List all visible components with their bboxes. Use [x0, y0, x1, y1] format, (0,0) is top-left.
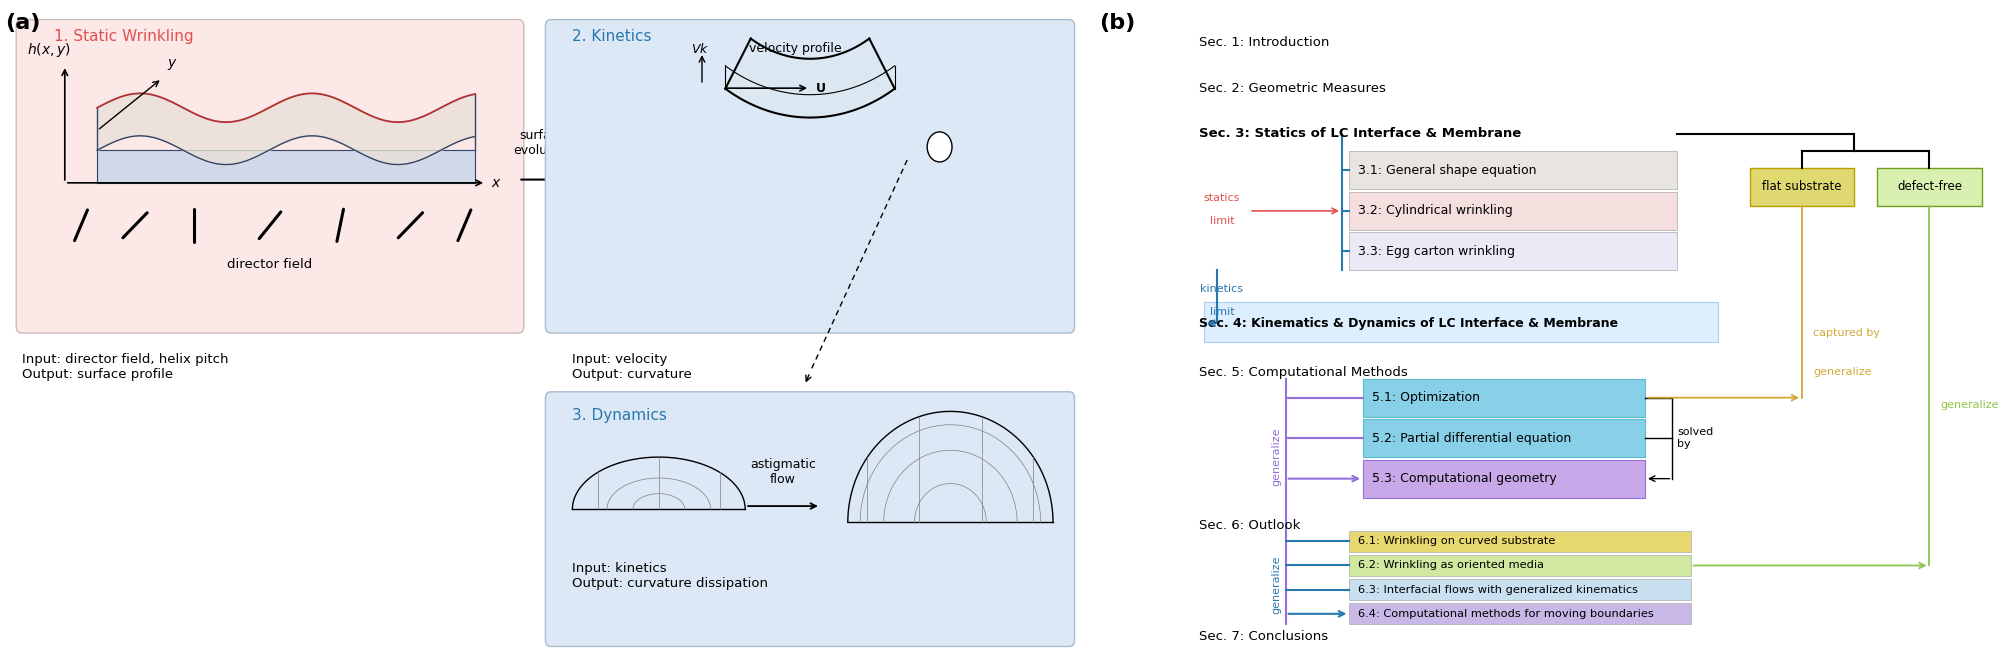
Circle shape: [928, 132, 952, 162]
Text: Input: kinetics
Output: curvature dissipation: Input: kinetics Output: curvature dissip…: [572, 562, 768, 590]
Text: generalize: generalize: [1812, 367, 1872, 377]
FancyBboxPatch shape: [1350, 579, 1690, 600]
Text: $y$: $y$: [168, 57, 178, 72]
FancyBboxPatch shape: [1364, 460, 1646, 498]
FancyBboxPatch shape: [1350, 151, 1676, 189]
Text: $V$k: $V$k: [692, 42, 710, 56]
FancyBboxPatch shape: [1364, 379, 1646, 417]
FancyBboxPatch shape: [546, 392, 1074, 646]
Text: Sec. 4: Kinematics & Dynamics of LC Interface & Membrane: Sec. 4: Kinematics & Dynamics of LC Inte…: [1200, 317, 1618, 330]
Text: Sec. 1: Introduction: Sec. 1: Introduction: [1200, 36, 1330, 49]
Text: (a): (a): [6, 13, 40, 33]
Text: 2. Kinetics: 2. Kinetics: [572, 29, 652, 44]
Text: limit: limit: [1210, 215, 1234, 226]
Text: statics: statics: [1204, 193, 1240, 203]
FancyBboxPatch shape: [16, 20, 524, 333]
Text: Input: director field, helix pitch
Output: surface profile: Input: director field, helix pitch Outpu…: [22, 353, 228, 381]
FancyBboxPatch shape: [1204, 302, 1718, 342]
Text: $x$: $x$: [492, 176, 502, 190]
Text: director field: director field: [228, 258, 312, 271]
Text: 6.4: Computational methods for moving boundaries: 6.4: Computational methods for moving bo…: [1358, 609, 1654, 619]
Text: Sec. 2: Geometric Measures: Sec. 2: Geometric Measures: [1200, 82, 1386, 95]
Text: 5.2: Partial differential equation: 5.2: Partial differential equation: [1372, 432, 1572, 445]
Text: 3.3: Egg carton wrinkling: 3.3: Egg carton wrinkling: [1358, 245, 1516, 258]
Text: 6.1: Wrinkling on curved substrate: 6.1: Wrinkling on curved substrate: [1358, 536, 1556, 547]
Text: Sec. 7: Conclusions: Sec. 7: Conclusions: [1200, 630, 1328, 643]
Text: velocity profile: velocity profile: [746, 42, 842, 56]
Text: Sec. 5: Computational Methods: Sec. 5: Computational Methods: [1200, 366, 1408, 379]
FancyBboxPatch shape: [1350, 232, 1676, 270]
Text: captured by: captured by: [1812, 328, 1880, 338]
Text: $h(x,y)$: $h(x,y)$: [28, 40, 70, 59]
Text: 3.1: General shape equation: 3.1: General shape equation: [1358, 164, 1536, 177]
Polygon shape: [726, 39, 894, 118]
Text: kinetics: kinetics: [1200, 283, 1244, 294]
Text: limit: limit: [1210, 307, 1234, 317]
FancyBboxPatch shape: [1350, 531, 1690, 552]
Text: surface
evolution: surface evolution: [514, 129, 572, 157]
FancyBboxPatch shape: [1878, 168, 1982, 206]
FancyBboxPatch shape: [1350, 555, 1690, 576]
Text: 6.2: Wrinkling as oriented media: 6.2: Wrinkling as oriented media: [1358, 560, 1544, 571]
Text: solved
by: solved by: [1676, 427, 1714, 449]
Text: 5.3: Computational geometry: 5.3: Computational geometry: [1372, 472, 1556, 485]
Text: Sec. 3: Statics of LC Interface & Membrane: Sec. 3: Statics of LC Interface & Membra…: [1200, 127, 1522, 140]
Polygon shape: [98, 150, 476, 183]
Text: flat substrate: flat substrate: [1762, 180, 1842, 193]
FancyBboxPatch shape: [546, 20, 1074, 333]
Text: Sec. 6: Outlook: Sec. 6: Outlook: [1200, 519, 1300, 532]
Text: generalize: generalize: [1272, 555, 1282, 614]
Text: Input: velocity
Output: curvature: Input: velocity Output: curvature: [572, 353, 692, 381]
Text: astigmatic
flow: astigmatic flow: [750, 458, 816, 486]
Text: (b): (b): [1100, 13, 1136, 33]
Text: 3. Dynamics: 3. Dynamics: [572, 408, 668, 423]
Text: 3.2: Cylindrical wrinkling: 3.2: Cylindrical wrinkling: [1358, 204, 1514, 217]
FancyBboxPatch shape: [1750, 168, 1854, 206]
FancyBboxPatch shape: [1350, 192, 1676, 230]
Text: 1. Static Wrinkling: 1. Static Wrinkling: [54, 29, 194, 44]
Text: $\mathbf{U}$: $\mathbf{U}$: [816, 82, 826, 95]
Text: generalize: generalize: [1940, 400, 1998, 410]
FancyBboxPatch shape: [1364, 419, 1646, 457]
Text: defect-free: defect-free: [1896, 180, 1962, 193]
FancyBboxPatch shape: [1350, 603, 1690, 624]
Text: generalize: generalize: [1272, 428, 1282, 486]
Text: 6.3: Interfacial flows with generalized kinematics: 6.3: Interfacial flows with generalized …: [1358, 584, 1638, 595]
Text: 5.1: Optimization: 5.1: Optimization: [1372, 391, 1480, 404]
